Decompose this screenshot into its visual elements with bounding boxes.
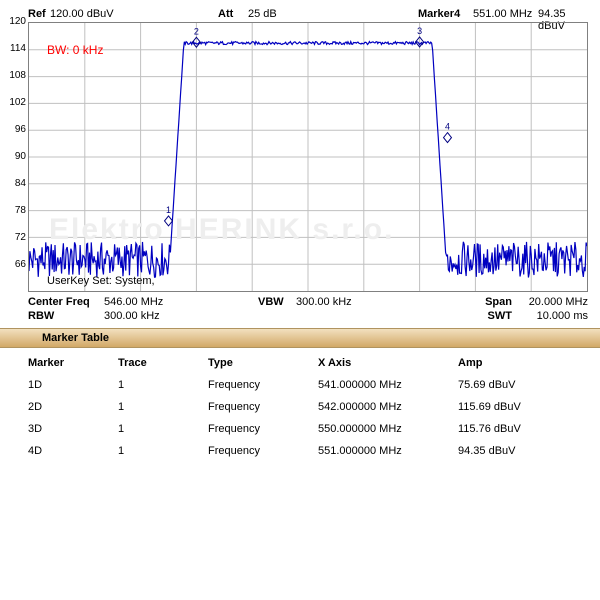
center-freq-label: Center Freq (28, 296, 90, 308)
svg-text:2: 2 (194, 26, 199, 36)
table-cell: 1D (28, 374, 108, 396)
ref-value: 120.00 dBuV (50, 8, 114, 20)
table-cell: 550.000000 MHz (318, 418, 458, 440)
rbw-value: 300.00 kHz (104, 310, 160, 322)
ytick-label: 102 (0, 97, 26, 108)
table-cell: 1 (118, 396, 198, 418)
ytick-label: 66 (0, 259, 26, 270)
table-cell: 541.000000 MHz (318, 374, 458, 396)
table-cell: 1 (118, 440, 198, 462)
att-label: Att (218, 8, 233, 20)
marker-table-header: Marker Table (0, 328, 600, 348)
span-label: Span (485, 296, 512, 308)
plot-area: 1234 Elektro HERINK s.r.o. BW: 0 kHz Use… (28, 22, 588, 292)
svg-text:3: 3 (417, 26, 422, 36)
table-cell: 75.69 dBuV (458, 374, 578, 396)
ytick-label: 90 (0, 151, 26, 162)
ytick-label: 96 (0, 124, 26, 135)
markerN-freq: 551.00 MHz (473, 8, 532, 20)
footer-rows: Center Freq 546.00 MHz VBW 300.00 kHz Sp… (28, 296, 588, 324)
table-row: 3D 1 Frequency 550.000000 MHz115.76 dBuV (28, 418, 588, 440)
col-trace: Trace (118, 352, 198, 374)
ytick-label: 114 (0, 43, 26, 54)
att-value: 25 dB (248, 8, 277, 20)
ytick-label: 120 (0, 16, 26, 27)
bw-label: BW: 0 kHz (47, 43, 103, 57)
watermark: Elektro HERINK s.r.o. (49, 213, 394, 247)
vbw-value: 300.00 kHz (296, 296, 352, 308)
table-cell: 542.000000 MHz (318, 396, 458, 418)
table-cell: 115.69 dBuV (458, 396, 578, 418)
ytick-label: 108 (0, 70, 26, 81)
ref-label: Ref (28, 8, 46, 20)
center-freq-value: 546.00 MHz (104, 296, 163, 308)
table-cell: 115.76 dBuV (458, 418, 578, 440)
table-cell: 1 (118, 418, 198, 440)
vbw-label: VBW (258, 296, 284, 308)
table-cell: Frequency (208, 440, 308, 462)
col-xaxis: X Axis (318, 352, 458, 374)
y-axis: 120114108102969084787266 (0, 22, 28, 292)
table-cell: Frequency (208, 374, 308, 396)
ytick-label: 72 (0, 232, 26, 243)
col-type: Type (208, 352, 308, 374)
table-cell: Frequency (208, 396, 308, 418)
marker-table-title: Marker Table (0, 329, 109, 347)
table-cell: 3D (28, 418, 108, 440)
table-row: 4D 1 Frequency 551.000000 MHz94.35 dBuV (28, 440, 588, 462)
table-row: 1D 1 Frequency 541.000000 MHz75.69 dBuV (28, 374, 588, 396)
userkey-label: UserKey Set: System, (47, 275, 155, 287)
swt-value: 10.000 ms (537, 310, 588, 322)
table-cell: 2D (28, 396, 108, 418)
span-value: 20.000 MHz (529, 296, 588, 308)
swt-label: SWT (488, 310, 512, 322)
marker-table-columns: Marker Trace Type X Axis Amp (28, 352, 588, 374)
table-cell: Frequency (208, 418, 308, 440)
marker-point: 4 (444, 122, 452, 143)
table-cell: 94.35 dBuV (458, 440, 578, 462)
ytick-label: 84 (0, 178, 26, 189)
ytick-label: 78 (0, 205, 26, 216)
svg-text:4: 4 (445, 122, 450, 132)
table-cell: 1 (118, 374, 198, 396)
markerN-label: Marker4 (418, 8, 460, 20)
marker-table: Marker Trace Type X Axis Amp 1D 1 Frequenc… (28, 352, 588, 462)
col-marker: Marker (28, 352, 108, 374)
rbw-label: RBW (28, 310, 54, 322)
col-amp: Amp (458, 352, 578, 374)
table-cell: 551.000000 MHz (318, 440, 458, 462)
chart-area: 120114108102969084787266 1234 Elektro HE… (0, 22, 600, 312)
table-cell: 4D (28, 440, 108, 462)
header-row: Ref 120.00 dBuV Att 25 dB Marker4 551.00… (28, 8, 588, 22)
table-row: 2D 1 Frequency 542.000000 MHz115.69 dBuV (28, 396, 588, 418)
